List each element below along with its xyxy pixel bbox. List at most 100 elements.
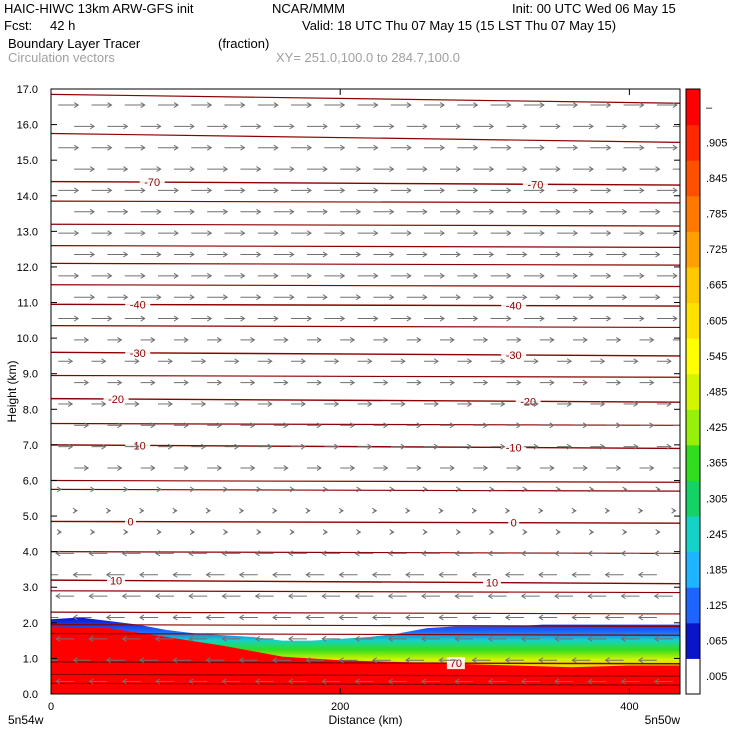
isotherm-line bbox=[51, 579, 680, 585]
wind-vector bbox=[490, 272, 512, 279]
wind-vector bbox=[489, 529, 495, 535]
colorbar-swatch bbox=[686, 338, 700, 375]
wind-vector bbox=[387, 550, 407, 557]
wind-vector bbox=[55, 550, 75, 557]
wind-vector bbox=[390, 102, 412, 108]
wind-vector bbox=[424, 315, 446, 322]
wind-vector bbox=[58, 144, 80, 151]
isotherm-label-bg bbox=[483, 576, 502, 589]
wind-vector bbox=[406, 379, 422, 386]
wind-vector bbox=[291, 358, 306, 365]
wind-vector bbox=[291, 187, 312, 194]
wind-vector bbox=[655, 486, 661, 493]
colorbar-label: .065 bbox=[706, 636, 727, 648]
wind-vector bbox=[523, 187, 545, 194]
wind-vector bbox=[473, 123, 495, 130]
wind-vector bbox=[538, 614, 558, 621]
wind-vector bbox=[572, 251, 594, 258]
wind-vector bbox=[639, 251, 661, 258]
wind-vector bbox=[373, 336, 389, 343]
wind-vector bbox=[639, 465, 655, 471]
isotherm-line bbox=[51, 351, 680, 357]
wind-vector bbox=[305, 614, 325, 621]
wind-vector bbox=[124, 315, 146, 322]
wind-vector bbox=[487, 678, 507, 685]
wind-vector bbox=[422, 529, 428, 535]
wind-vector bbox=[454, 635, 474, 642]
wind-vector bbox=[224, 272, 246, 279]
contour-line bbox=[51, 611, 680, 615]
wind-vector bbox=[373, 422, 389, 429]
wind-vector bbox=[124, 187, 146, 194]
wind-vector bbox=[490, 358, 506, 365]
wind-vector bbox=[656, 102, 678, 108]
wind-vector bbox=[406, 465, 422, 471]
wind-vector bbox=[590, 443, 606, 450]
wind-vector bbox=[72, 571, 92, 578]
wind-vector bbox=[572, 294, 594, 301]
colorbar-swatch bbox=[686, 160, 700, 197]
wind-vector bbox=[539, 336, 555, 343]
wind-vector bbox=[306, 379, 322, 386]
wind-vector bbox=[354, 593, 374, 600]
wind-vector bbox=[471, 657, 491, 664]
isotherm-label: -30 bbox=[506, 350, 522, 362]
wind-vector bbox=[623, 144, 645, 151]
colorbar-label: .485 bbox=[706, 387, 727, 399]
wind-vector bbox=[221, 550, 241, 557]
isotherm-label: 0 bbox=[511, 518, 517, 530]
wind-vector bbox=[623, 102, 645, 108]
wind-vector bbox=[504, 657, 524, 664]
wind-vector bbox=[240, 422, 256, 429]
wind-vector bbox=[55, 678, 75, 685]
colorbar-swatch bbox=[686, 551, 700, 588]
wind-vector bbox=[520, 678, 540, 685]
wind-vector bbox=[188, 550, 208, 557]
colorbar-label: .365 bbox=[706, 458, 727, 470]
wind-vector bbox=[51, 616, 59, 618]
colorbar-label: .305 bbox=[706, 493, 727, 505]
y-tick-label: 14.0 bbox=[17, 191, 38, 203]
wind-vector bbox=[506, 123, 528, 130]
colorbar-swatch bbox=[686, 89, 700, 126]
wind-vector bbox=[238, 657, 258, 664]
wind-vector bbox=[554, 678, 573, 685]
wind-vector bbox=[324, 230, 346, 237]
wind-vector bbox=[656, 230, 678, 237]
wind-vector bbox=[224, 102, 246, 108]
wind-vector bbox=[158, 401, 173, 407]
wind-vector bbox=[604, 571, 624, 578]
wind-vector bbox=[224, 230, 246, 237]
wind-vector bbox=[623, 443, 639, 450]
wind-vector bbox=[321, 550, 341, 557]
wind-vector bbox=[506, 208, 528, 215]
wind-vector bbox=[439, 422, 455, 429]
wind-vector bbox=[457, 187, 479, 194]
wind-vector bbox=[387, 635, 407, 642]
wind-vector bbox=[520, 635, 540, 642]
fcst-label: Fcst: bbox=[4, 18, 33, 33]
wind-vector bbox=[455, 486, 462, 493]
wind-vector bbox=[554, 550, 573, 557]
contour-line bbox=[51, 682, 680, 686]
wind-vector bbox=[158, 358, 173, 365]
wind-vector bbox=[572, 166, 594, 172]
wind-vector bbox=[240, 465, 256, 471]
wind-vector bbox=[373, 123, 395, 130]
wind-vector bbox=[173, 422, 189, 429]
wind-vector bbox=[221, 635, 241, 642]
wind-vector bbox=[191, 358, 207, 365]
wind-vector bbox=[523, 272, 545, 279]
wind-vector bbox=[424, 230, 446, 237]
wind-vector bbox=[224, 315, 246, 322]
wind-vector bbox=[172, 657, 192, 664]
wind-vector bbox=[590, 315, 612, 322]
wind-vector bbox=[523, 358, 539, 365]
wind-vector bbox=[439, 336, 455, 343]
wind-vector bbox=[504, 614, 524, 621]
wind-vector bbox=[287, 550, 307, 557]
wind-vector bbox=[173, 251, 195, 258]
wind-vector bbox=[273, 465, 289, 471]
wind-vector bbox=[357, 401, 373, 407]
wind-vector bbox=[140, 166, 162, 172]
